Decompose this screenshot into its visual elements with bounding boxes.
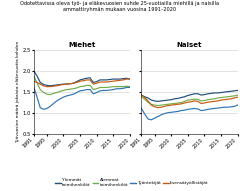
Y-axis label: Työvuosien määrä jokaista eläkevuotta kohden: Työvuosien määrä jokaista eläkevuotta ko…: [16, 40, 20, 143]
Title: Miehet: Miehet: [68, 42, 96, 48]
Text: Odotettavissa oleva työ- ja eläkevuosien suhde 25-vuotiailla miehillä ja naisill: Odotettavissa oleva työ- ja eläkevuosien…: [20, 1, 220, 12]
Legend: Ylemmät
toimihenkilöt, Alemmat
toimihenkilöt, Työntekijät, Itsensätyöllistäjät: Ylemmät toimihenkilöt, Alemmat toimihenk…: [54, 177, 210, 189]
Title: Naiset: Naiset: [177, 42, 202, 48]
